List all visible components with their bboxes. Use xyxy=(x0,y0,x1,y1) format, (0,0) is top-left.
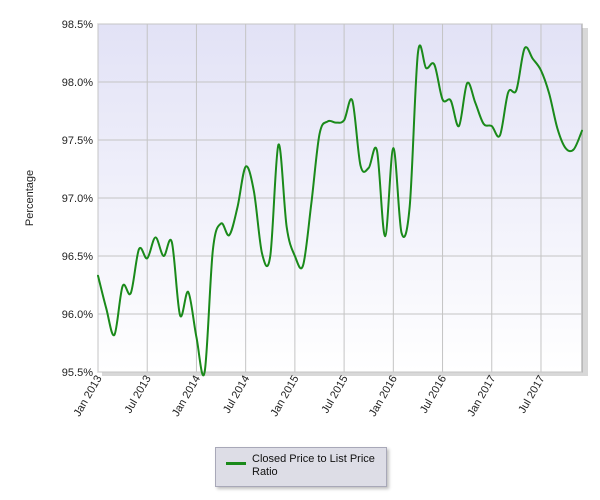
y-tick-label: 96.0% xyxy=(62,309,93,321)
x-tick-label: Jul 2015 xyxy=(320,374,351,416)
x-tick-label: Jul 2013 xyxy=(123,374,154,416)
y-axis-tick-labels: 98.5% 98.0% 97.5% 97.0% 96.5% 96.0% 95.5% xyxy=(62,19,93,379)
x-tick-label: Jul 2017 xyxy=(516,374,547,416)
y-axis-title: Percentage xyxy=(24,170,36,226)
x-tick-label: Jul 2014 xyxy=(221,374,252,416)
x-tick-label: Jan 2017 xyxy=(465,373,498,418)
legend-swatch xyxy=(226,462,246,465)
y-tick-label: 98.0% xyxy=(62,77,93,89)
x-tick-label: Jan 2014 xyxy=(170,374,203,419)
x-tick-label: Jan 2013 xyxy=(72,374,105,419)
x-tick-label: Jul 2016 xyxy=(418,374,449,416)
y-tick-label: 97.5% xyxy=(62,135,93,147)
y-tick-label: 98.5% xyxy=(62,19,93,31)
gridlines xyxy=(97,23,582,373)
series-line xyxy=(97,44,583,377)
x-tick-label: Jan 2015 xyxy=(268,374,301,419)
legend-label: Closed Price to List Price Ratio xyxy=(252,453,375,478)
x-tick-label: Jan 2016 xyxy=(367,374,400,419)
series-layer xyxy=(97,44,583,377)
legend: Closed Price to List Price Ratio xyxy=(215,447,387,487)
y-tick-label: 96.5% xyxy=(62,251,93,263)
x-axis-tick-labels: Jan 2013 Jul 2013 Jan 2014 Jul 2014 Jan 2015… xyxy=(72,373,548,418)
y-tick-label: 97.0% xyxy=(62,193,93,205)
y-tick-label: 95.5% xyxy=(62,367,93,379)
